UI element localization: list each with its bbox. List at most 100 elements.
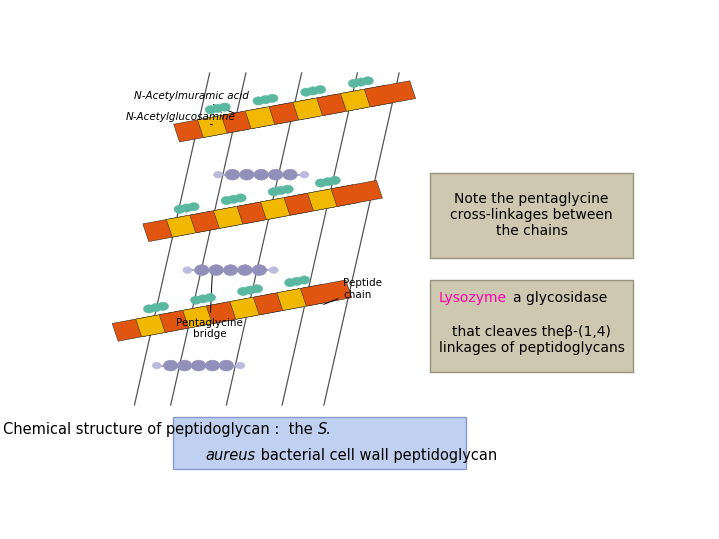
Circle shape <box>221 196 232 205</box>
FancyBboxPatch shape <box>173 417 466 469</box>
Circle shape <box>191 296 201 305</box>
Polygon shape <box>260 194 312 220</box>
Circle shape <box>205 360 220 371</box>
Circle shape <box>236 362 244 369</box>
Circle shape <box>267 94 278 102</box>
Circle shape <box>219 360 234 371</box>
Circle shape <box>355 78 367 86</box>
Text: aureus: aureus <box>206 448 256 463</box>
Circle shape <box>315 85 326 94</box>
Text: Chemical structure of peptidoglycan :  the: Chemical structure of peptidoglycan : th… <box>3 421 317 437</box>
Circle shape <box>268 169 283 180</box>
Polygon shape <box>214 202 265 229</box>
Polygon shape <box>269 98 320 125</box>
Text: N-Acetylglucosamine: N-Acetylglucosamine <box>126 112 236 125</box>
Circle shape <box>152 362 161 369</box>
Circle shape <box>253 97 264 105</box>
Circle shape <box>235 194 247 202</box>
Circle shape <box>329 176 340 184</box>
Text: a glycosidase: a glycosidase <box>513 291 608 305</box>
Circle shape <box>252 265 267 275</box>
Circle shape <box>282 185 293 194</box>
Polygon shape <box>237 198 288 224</box>
Circle shape <box>283 169 297 180</box>
Circle shape <box>198 295 209 303</box>
Circle shape <box>292 277 303 286</box>
Circle shape <box>209 265 224 275</box>
Circle shape <box>195 265 209 275</box>
Polygon shape <box>341 85 392 111</box>
Circle shape <box>239 169 254 180</box>
Polygon shape <box>221 107 273 133</box>
Text: S.: S. <box>318 421 331 437</box>
Circle shape <box>205 106 216 114</box>
Circle shape <box>181 204 192 212</box>
Circle shape <box>163 360 178 371</box>
Circle shape <box>228 195 239 203</box>
Polygon shape <box>253 289 305 315</box>
Circle shape <box>212 104 224 113</box>
Circle shape <box>270 267 278 273</box>
Circle shape <box>204 293 216 302</box>
Circle shape <box>150 303 162 312</box>
Circle shape <box>298 276 310 284</box>
Polygon shape <box>316 89 368 116</box>
Polygon shape <box>112 315 163 341</box>
Circle shape <box>301 88 312 96</box>
Circle shape <box>188 203 199 211</box>
Text: Note the pentaglycine
cross-linkages between
the chains: Note the pentaglycine cross-linkages bet… <box>450 192 613 238</box>
Circle shape <box>260 95 271 104</box>
Circle shape <box>254 169 268 180</box>
Circle shape <box>252 285 262 293</box>
Circle shape <box>362 77 373 85</box>
Polygon shape <box>331 181 383 206</box>
Polygon shape <box>293 94 344 120</box>
Circle shape <box>322 177 334 186</box>
Circle shape <box>191 360 206 371</box>
Circle shape <box>174 205 186 213</box>
Polygon shape <box>166 211 218 237</box>
Text: Lysozyme: Lysozyme <box>438 291 506 305</box>
Polygon shape <box>230 293 281 319</box>
Polygon shape <box>198 112 249 137</box>
Text: Pentaglycine
bridge: Pentaglycine bridge <box>176 273 243 340</box>
Circle shape <box>300 171 309 178</box>
Polygon shape <box>308 185 359 211</box>
Circle shape <box>348 79 360 87</box>
Text: bacterial cell wall peptidoglycan: bacterial cell wall peptidoglycan <box>256 448 497 463</box>
Text: N-Acetylmuramic acid: N-Acetylmuramic acid <box>134 91 249 113</box>
Polygon shape <box>159 306 211 333</box>
Circle shape <box>268 188 279 196</box>
FancyBboxPatch shape <box>430 172 633 258</box>
Circle shape <box>224 265 238 275</box>
FancyBboxPatch shape <box>430 280 633 372</box>
Circle shape <box>275 186 286 195</box>
Circle shape <box>315 179 326 187</box>
Polygon shape <box>190 206 242 233</box>
Circle shape <box>183 267 192 273</box>
Circle shape <box>225 169 239 180</box>
Text: Peptide
chain: Peptide chain <box>324 278 383 305</box>
Circle shape <box>219 103 230 111</box>
Polygon shape <box>277 285 329 310</box>
Polygon shape <box>136 310 187 337</box>
Circle shape <box>178 360 192 371</box>
Circle shape <box>285 279 296 287</box>
Polygon shape <box>365 81 416 107</box>
Circle shape <box>157 302 168 310</box>
Polygon shape <box>284 189 335 215</box>
Circle shape <box>244 286 256 294</box>
Polygon shape <box>183 302 234 328</box>
Text: that cleaves theβ-(1,4)
linkages of peptidoglycans: that cleaves theβ-(1,4) linkages of pept… <box>439 325 624 355</box>
Polygon shape <box>245 103 296 129</box>
Polygon shape <box>174 116 225 142</box>
Polygon shape <box>143 216 194 241</box>
Circle shape <box>237 287 249 295</box>
Polygon shape <box>206 298 257 324</box>
Circle shape <box>214 171 222 178</box>
Circle shape <box>143 305 155 313</box>
Polygon shape <box>301 280 352 306</box>
Circle shape <box>238 265 252 275</box>
Circle shape <box>308 87 319 95</box>
